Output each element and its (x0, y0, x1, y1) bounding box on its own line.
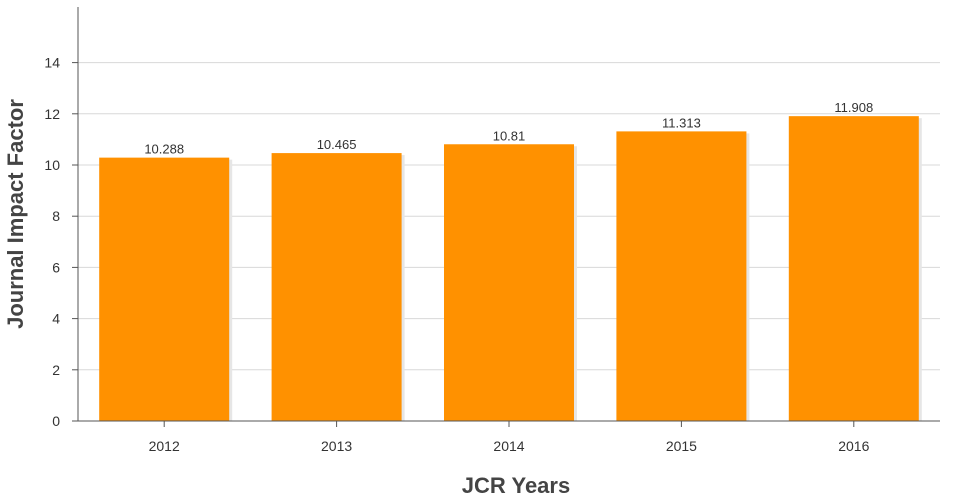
x-tick-label-2013: 2013 (321, 438, 352, 454)
x-tick-label-2014: 2014 (493, 438, 524, 454)
x-tick-label-2012: 2012 (149, 438, 180, 454)
y-tick-label-12: 12 (44, 106, 60, 122)
y-tick-label-8: 8 (52, 208, 60, 224)
data-label-2013: 10.465 (317, 137, 357, 152)
bar-2012[interactable] (99, 157, 230, 421)
y-tick-label-2: 2 (52, 362, 60, 378)
y-tick-label-10: 10 (44, 157, 60, 173)
bar-2013[interactable] (271, 153, 402, 421)
data-labels: 10.288 10.465 10.81 11.313 11.908 (144, 100, 873, 156)
y-tick-label-14: 14 (44, 55, 60, 71)
bars (99, 116, 922, 422)
y-tick-label-4: 4 (52, 311, 60, 327)
x-axis-title: JCR Years (462, 473, 570, 498)
y-axis-title: Journal Impact Factor (3, 99, 28, 329)
y-tick-label-6: 6 (52, 259, 60, 275)
x-tick-label-2015: 2015 (666, 438, 697, 454)
y-tick-label-0: 0 (52, 413, 60, 429)
bar-2016[interactable] (788, 116, 919, 421)
data-label-2014: 10.81 (493, 128, 526, 143)
bar-2014[interactable] (444, 144, 574, 422)
data-label-2016: 11.908 (834, 100, 873, 115)
data-label-2015: 11.313 (662, 115, 701, 130)
y-ticks: 0 2 4 6 8 10 12 14 (44, 55, 78, 429)
data-label-2012: 10.288 (144, 142, 184, 157)
x-tick-label-2016: 2016 (838, 438, 869, 454)
x-ticks: 2012 2013 2014 2015 2016 (149, 421, 870, 454)
bar-2015[interactable] (616, 131, 747, 421)
